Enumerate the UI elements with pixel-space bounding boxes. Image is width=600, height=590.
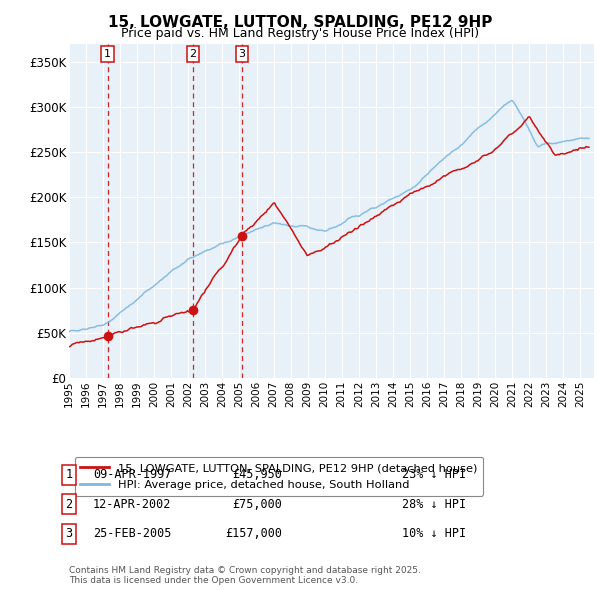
Text: 3: 3 — [239, 49, 245, 59]
Text: £157,000: £157,000 — [225, 527, 282, 540]
Legend: 15, LOWGATE, LUTTON, SPALDING, PE12 9HP (detached house), HPI: Average price, de: 15, LOWGATE, LUTTON, SPALDING, PE12 9HP … — [74, 457, 483, 496]
Text: 1: 1 — [104, 49, 111, 59]
Text: 28% ↓ HPI: 28% ↓ HPI — [402, 498, 466, 511]
Text: 15, LOWGATE, LUTTON, SPALDING, PE12 9HP: 15, LOWGATE, LUTTON, SPALDING, PE12 9HP — [108, 15, 492, 30]
Text: 2: 2 — [65, 498, 73, 511]
Text: Contains HM Land Registry data © Crown copyright and database right 2025.
This d: Contains HM Land Registry data © Crown c… — [69, 566, 421, 585]
Text: 09-APR-1997: 09-APR-1997 — [93, 468, 172, 481]
Text: 10% ↓ HPI: 10% ↓ HPI — [402, 527, 466, 540]
Text: 3: 3 — [65, 527, 73, 540]
Text: 12-APR-2002: 12-APR-2002 — [93, 498, 172, 511]
Text: 25-FEB-2005: 25-FEB-2005 — [93, 527, 172, 540]
Text: 2: 2 — [190, 49, 197, 59]
Text: 1: 1 — [65, 468, 73, 481]
Text: £45,950: £45,950 — [232, 468, 282, 481]
Text: 23% ↓ HPI: 23% ↓ HPI — [402, 468, 466, 481]
Text: Price paid vs. HM Land Registry's House Price Index (HPI): Price paid vs. HM Land Registry's House … — [121, 27, 479, 40]
Text: £75,000: £75,000 — [232, 498, 282, 511]
